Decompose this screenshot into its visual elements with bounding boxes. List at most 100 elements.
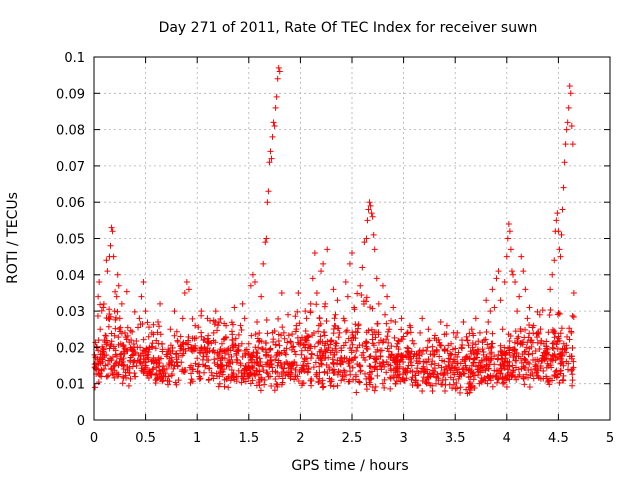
data-point	[96, 370, 103, 377]
data-point	[229, 337, 236, 344]
data-point	[508, 268, 515, 275]
data-point	[162, 369, 169, 376]
data-point	[409, 382, 416, 389]
data-point	[420, 347, 427, 354]
data-point	[258, 293, 265, 300]
data-point	[333, 349, 340, 356]
data-point	[506, 363, 513, 370]
data-point	[425, 356, 432, 363]
data-point	[140, 279, 147, 286]
data-point	[125, 382, 132, 389]
data-point	[246, 372, 253, 379]
data-point	[452, 364, 459, 371]
data-point	[495, 376, 502, 383]
data-point	[534, 339, 541, 346]
data-point	[271, 122, 278, 129]
data-point	[458, 344, 465, 351]
data-point	[332, 345, 339, 352]
data-point	[402, 351, 409, 358]
data-point	[386, 326, 393, 333]
data-point	[292, 351, 299, 358]
x-axis-label: GPS time / hours	[291, 458, 408, 474]
data-point	[557, 253, 564, 260]
data-point	[569, 377, 576, 384]
data-point	[316, 363, 323, 370]
data-point	[470, 332, 477, 339]
data-point	[319, 380, 326, 387]
data-point	[493, 275, 500, 282]
data-point	[456, 366, 463, 373]
data-point	[471, 384, 478, 391]
data-point	[332, 323, 339, 330]
data-point	[138, 365, 145, 372]
data-point	[240, 376, 247, 383]
data-point	[517, 341, 524, 348]
data-point	[171, 308, 178, 315]
data-point	[338, 345, 345, 352]
data-point	[313, 289, 320, 296]
data-point	[338, 355, 345, 362]
data-point	[354, 329, 361, 336]
data-point	[229, 321, 236, 328]
data-point	[536, 311, 543, 318]
data-point	[507, 333, 514, 340]
data-point	[463, 333, 470, 340]
data-point	[456, 373, 463, 380]
data-point	[466, 389, 473, 396]
data-point	[203, 353, 210, 360]
data-point	[272, 376, 279, 383]
data-point	[313, 371, 320, 378]
data-point	[255, 344, 262, 351]
data-point	[470, 349, 477, 356]
data-point	[135, 351, 142, 358]
data-point	[383, 320, 390, 327]
data-point	[276, 373, 283, 380]
data-point	[481, 337, 488, 344]
data-point	[376, 362, 383, 369]
data-point	[215, 383, 222, 390]
data-point	[379, 380, 386, 387]
x-tick-label: 3.5	[445, 431, 466, 446]
data-point	[114, 271, 121, 278]
data-point	[506, 376, 513, 383]
data-point	[256, 338, 263, 345]
data-point	[326, 366, 333, 373]
data-point	[136, 315, 143, 322]
data-point	[266, 346, 273, 353]
data-point	[528, 337, 535, 344]
data-point	[127, 344, 134, 351]
data-point	[360, 349, 367, 356]
data-point	[188, 362, 195, 369]
data-point	[315, 322, 322, 329]
data-point	[257, 387, 264, 394]
data-point	[111, 374, 118, 381]
data-point	[427, 373, 434, 380]
data-point	[285, 311, 292, 318]
data-point	[92, 339, 99, 346]
data-point	[155, 363, 162, 370]
data-point	[374, 372, 381, 379]
data-point	[560, 377, 567, 384]
data-point	[569, 371, 576, 378]
data-point	[387, 385, 394, 392]
data-point	[92, 384, 99, 391]
data-point	[497, 342, 504, 349]
data-point	[551, 257, 558, 264]
data-point	[379, 282, 386, 289]
data-point	[570, 358, 577, 365]
data-point	[549, 326, 556, 333]
data-point	[436, 342, 443, 349]
data-point	[354, 344, 361, 351]
data-point	[112, 351, 119, 358]
data-point	[405, 345, 412, 352]
data-point	[523, 371, 530, 378]
data-point	[560, 184, 567, 191]
y-tick-label: 0.09	[56, 87, 85, 102]
data-point	[189, 335, 196, 342]
data-point	[189, 315, 196, 322]
data-point	[375, 300, 382, 307]
data-point	[344, 293, 351, 300]
data-point	[120, 375, 127, 382]
data-point	[368, 368, 375, 375]
data-point	[545, 351, 552, 358]
